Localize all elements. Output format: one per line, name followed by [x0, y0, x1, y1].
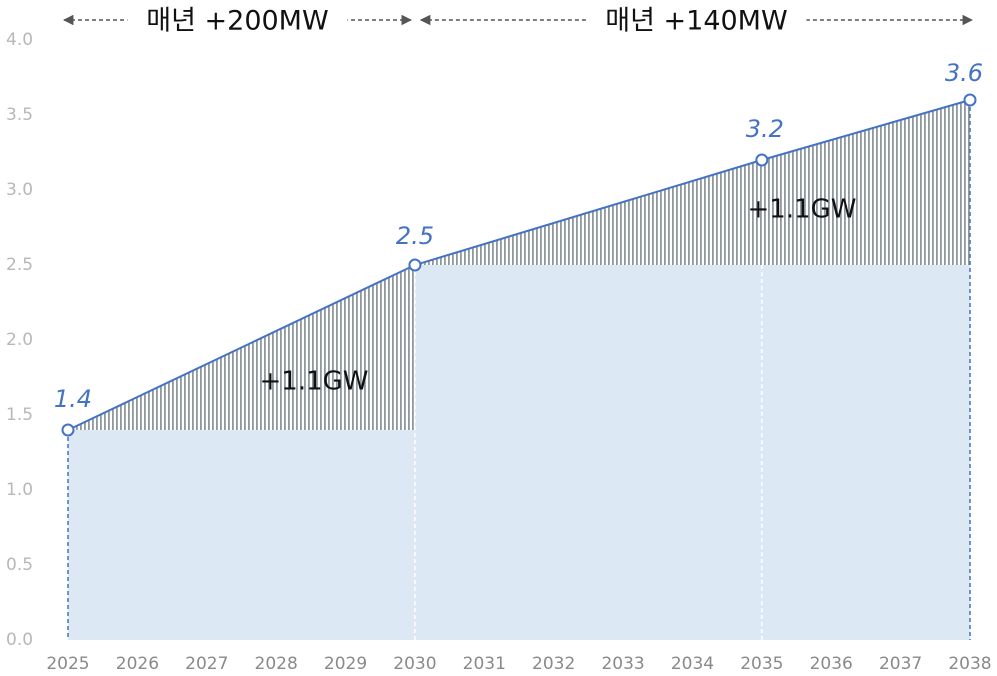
x-tick-label: 2031 — [463, 654, 506, 674]
point — [963, 93, 977, 107]
x-tick-label: 2038 — [948, 654, 991, 674]
x-tick-label: 2036 — [810, 654, 853, 674]
y-tick-label: 3.0 — [6, 180, 33, 200]
base-area — [414, 265, 970, 640]
data-label: 2.5 — [396, 222, 434, 250]
x-tick-label: 2032 — [532, 654, 575, 674]
y-tick-label: 3.5 — [6, 105, 33, 125]
y-tick-label: 1.0 — [6, 480, 33, 500]
x-tick-label: 2027 — [185, 654, 228, 674]
x-tick-label: 2034 — [671, 654, 714, 674]
y-tick-label: 1.5 — [6, 405, 33, 425]
label-bg — [586, 2, 807, 38]
data-label: 1.4 — [54, 385, 92, 413]
point — [61, 423, 75, 437]
x-tick-label: 2029 — [324, 654, 367, 674]
data-label: 3.2 — [746, 115, 784, 143]
x-tick-label: 2033 — [601, 654, 644, 674]
line — [67, 99, 971, 431]
x-tick-label: 2025 — [46, 654, 89, 674]
point — [408, 258, 422, 272]
label-bg — [127, 2, 348, 38]
y-tick-label: 4.0 — [6, 30, 33, 50]
x-tick-label: 2035 — [740, 654, 783, 674]
y-tick-label: 2.0 — [6, 330, 33, 350]
y-tick-label: 0.0 — [6, 630, 33, 650]
point — [755, 153, 769, 167]
data-label: 3.6 — [945, 59, 983, 87]
x-tick-label: 2030 — [393, 654, 436, 674]
x-tick-label: 2028 — [255, 654, 298, 674]
x-tick-label: 2026 — [116, 654, 159, 674]
increase-label: +1.1GW — [748, 195, 857, 225]
y-tick-label: 0.5 — [6, 555, 33, 575]
phase-label: 매년 +200MW — [146, 6, 328, 37]
base-area — [68, 430, 415, 640]
y-tick-label: 2.5 — [6, 255, 33, 275]
phase-label: 매년 +140MW — [605, 6, 787, 37]
x-tick-label: 2037 — [879, 654, 922, 674]
increase-label: +1.1GW — [260, 367, 369, 397]
